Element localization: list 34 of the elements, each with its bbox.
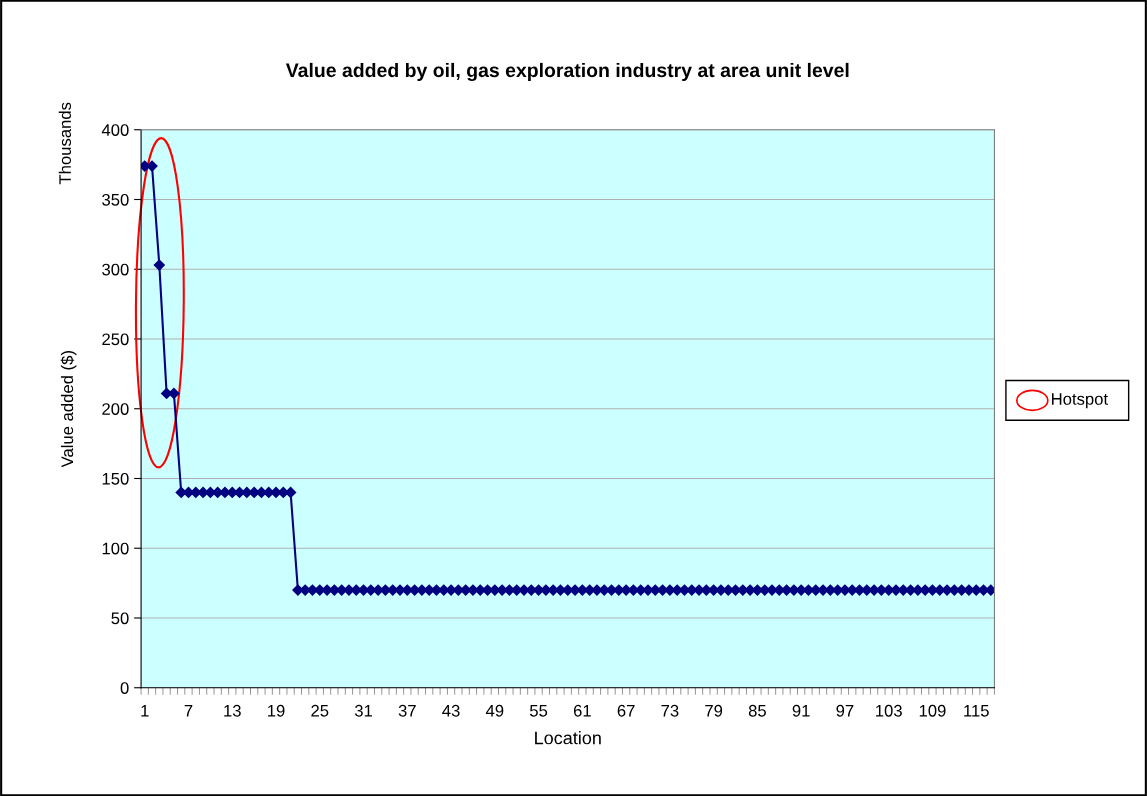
- x-tick-label: 85: [748, 704, 766, 717]
- x-axis-title: Location: [535, 731, 601, 745]
- x-tick-label: 79: [705, 704, 723, 717]
- y-tick-label: 0: [120, 682, 129, 694]
- text: Thousands: [58, 102, 71, 185]
- x-tick-label: 49: [485, 704, 504, 717]
- x-tick-label: 31: [354, 704, 372, 717]
- x-tick-label: 91: [792, 704, 810, 717]
- y-tick-label: 100: [102, 542, 129, 555]
- text: Hotspot: [1052, 393, 1108, 409]
- y-tick-label: 400: [101, 124, 129, 136]
- y-tick-label: 150: [102, 472, 129, 485]
- x-tick-label: 115: [964, 705, 989, 717]
- y-tick-label: 250: [102, 333, 129, 346]
- y-tick-label: 300: [102, 263, 129, 276]
- x-tick-label: 43: [442, 704, 460, 717]
- y-axis-title: Value added ($): [60, 351, 77, 468]
- x-tick-label: 7: [184, 705, 193, 717]
- chart-title: Value added by oil, gas exploration industry at area unit level: [285, 62, 849, 82]
- x-tick-label: 67: [617, 704, 635, 717]
- x-tick-label: 97: [836, 704, 854, 717]
- y-tick-label: 350: [102, 193, 129, 206]
- x-tick-label: 19: [268, 704, 285, 717]
- x-tick-label: 109: [919, 704, 946, 717]
- x-tick-label: 61: [573, 704, 591, 717]
- x-tick-label: 55: [529, 705, 548, 717]
- x-tick-label: 13: [224, 704, 241, 717]
- y-tick-label: 200: [102, 403, 129, 415]
- x-tick-label: 73: [661, 704, 679, 717]
- x-tick-label: 103: [876, 704, 902, 717]
- x-tick-label: 1: [141, 705, 149, 717]
- x-tick-label: 25: [311, 704, 329, 717]
- y-tick-label: 50: [111, 612, 129, 625]
- x-tick-label: 37: [398, 704, 416, 717]
